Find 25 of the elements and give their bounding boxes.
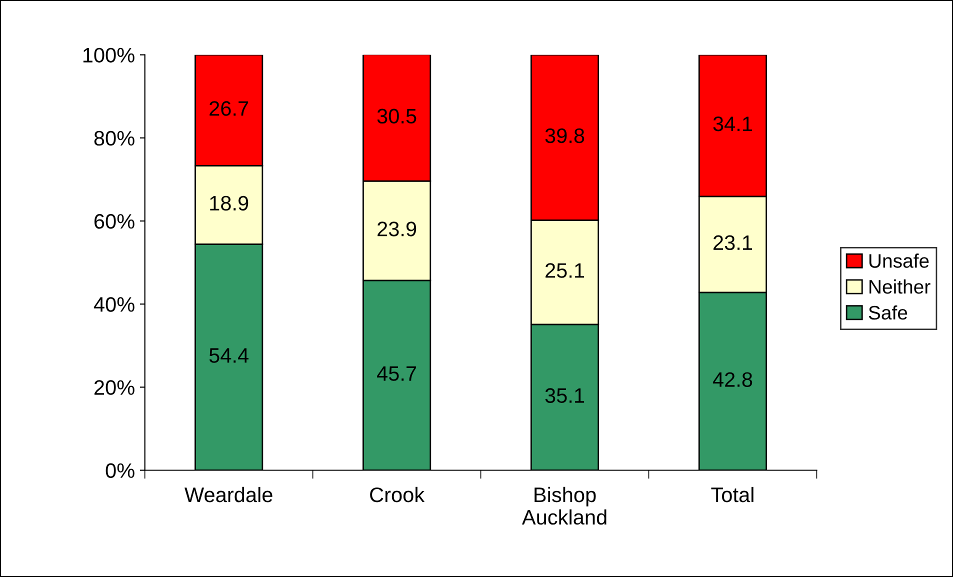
y-tick-label: 40% [94, 297, 134, 312]
data-label: 18.9 [210, 196, 248, 211]
legend-label: Safe [868, 305, 908, 320]
data-label: 25.1 [546, 263, 584, 278]
legend-label: Neither [870, 279, 930, 294]
data-label: 23.9 [378, 222, 416, 236]
y-tick-label: 80% [94, 130, 134, 146]
data-label: 42.8 [712, 372, 752, 387]
data-label: 34.1 [713, 116, 752, 132]
data-label: 45.7 [377, 366, 416, 381]
x-tick-label: Crook [370, 486, 425, 502]
data-label: 23.1 [714, 235, 752, 250]
x-tick-label: Weardale [184, 486, 272, 502]
data-label: 54.4 [209, 348, 249, 363]
y-tick-label: 100% [83, 48, 134, 63]
legend-label: Unsafe [869, 254, 929, 268]
data-label: 30.5 [377, 108, 416, 124]
x-tick-label: Total [711, 486, 754, 502]
data-label: 26.7 [210, 101, 248, 116]
data-label: 35.1 [545, 388, 584, 403]
y-tick-label: 0% [106, 463, 134, 478]
x-tick-label: Bishop Auckland [522, 486, 606, 525]
y-tick-label: 60% [94, 214, 134, 229]
y-tick-label: 20% [94, 380, 134, 395]
data-label: 39.8 [545, 128, 584, 144]
